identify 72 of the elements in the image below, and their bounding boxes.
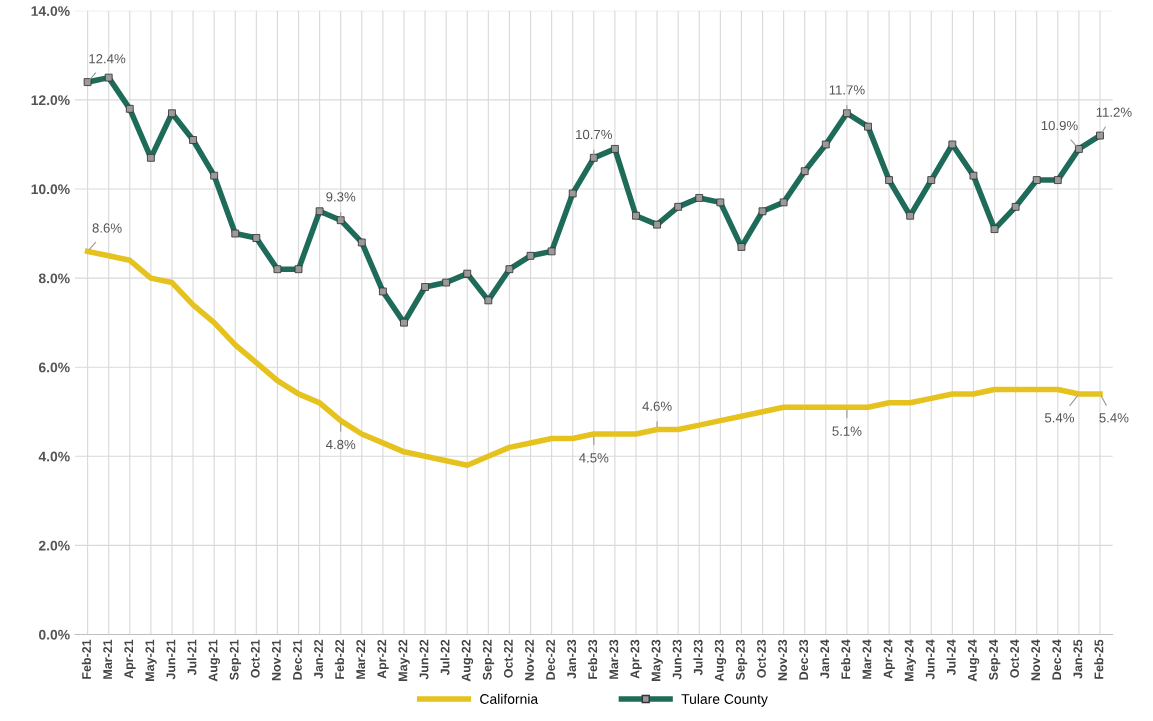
x-tick-label: Jan-23 [567,639,577,679]
x-tick-label: Oct-21 [250,639,260,678]
x-tick-label: Feb-23 [587,639,598,679]
annotation: 10.9% [1041,120,1078,131]
x-tick-label: Aug-22 [461,639,474,682]
x-tick-label: Apr-22 [377,639,389,679]
annotation: 11.7% [829,85,865,95]
x-tick-label: Feb-22 [334,639,345,679]
x-tick-label: Mar-23 [609,639,619,679]
x-tick-label: Aug-21 [208,639,220,682]
x-tick-label: Sep-24 [989,639,1001,680]
x-tick-label: May-22 [398,639,410,681]
y-tick-label: 12.0% [31,95,70,106]
y-tick-label: 10.0% [31,184,70,195]
x-tick-label: Nov-23 [778,639,787,681]
y-tick-label: 0.0% [38,629,70,640]
annotation: 5.4% [1044,413,1075,423]
legend-label: Tulare County [681,693,768,707]
x-tick-label: Feb-25 [1094,639,1104,679]
x-tick-label: Jan-25 [1073,639,1083,679]
x-tick-label: Dec-23 [799,639,809,680]
x-tick-label: Dec-24 [1052,639,1062,680]
x-tick-label: Nov-22 [525,639,534,681]
x-tick-label: May-24 [904,639,916,681]
x-tick-label: Dec-21 [293,639,302,680]
x-tick-label: Jun-21 [166,639,176,680]
x-tick-label: Aug-23 [714,639,727,682]
annotation: 5.4% [1099,413,1129,423]
x-tick-label: Jun-22 [419,639,429,680]
x-tick-label: Nov-24 [1031,639,1041,681]
x-tick-label: Jun-23 [672,639,682,680]
x-tick-label: Jun-24 [925,639,935,680]
x-tick-label: May-23 [651,639,663,681]
x-tick-label: Apr-21 [124,639,136,679]
x-tick-label: Jan-22 [314,639,323,679]
x-tick-label: Jul-24 [946,639,956,676]
x-tick-label: Mar-24 [862,639,872,679]
y-tick-label: 6.0% [38,362,70,373]
annotation: 12.4% [89,54,126,64]
annotation: 11.2% [1096,107,1132,117]
annotation: 4.6% [642,401,672,411]
x-tick-label: Sep-21 [229,639,242,680]
x-tick-label: Jul-21 [187,639,197,676]
y-tick-label: 8.0% [38,273,70,284]
x-tick-label: Jul-23 [693,639,703,676]
x-tick-label: Jul-22 [440,639,450,676]
x-tick-label: Feb-21 [81,639,91,679]
annotation: 10.7% [576,129,613,140]
x-tick-label: Mar-22 [356,639,366,679]
annotation: 4.5% [579,453,609,463]
x-tick-label: Nov-21 [271,639,281,681]
x-tick-label: Sep-22 [482,639,495,680]
x-tick-label: Apr-23 [630,639,642,679]
x-tick-label: Sep-23 [735,639,748,680]
annotation: 9.3% [326,192,356,202]
x-tick-label: Dec-22 [546,639,555,680]
x-tick-label: Oct-24 [1010,639,1019,678]
y-tick-label: 14.0% [31,6,70,16]
x-tick-label: May-21 [145,639,157,681]
x-tick-label: Feb-24 [841,639,851,679]
annotation: 4.8% [325,439,356,450]
legend-label: California [480,693,539,704]
x-tick-label: Oct-23 [757,639,766,678]
y-tick-label: 4.0% [38,451,70,462]
annotation: 5.1% [832,426,862,436]
annotation: 8.6% [92,223,122,233]
x-tick-label: Aug-24 [967,639,980,682]
x-tick-label: Oct-22 [503,639,513,678]
x-tick-label: Apr-24 [883,639,895,679]
x-tick-label: Mar-21 [103,639,113,679]
x-tick-label: Jan-24 [820,639,830,679]
y-tick-label: 2.0% [38,540,70,551]
